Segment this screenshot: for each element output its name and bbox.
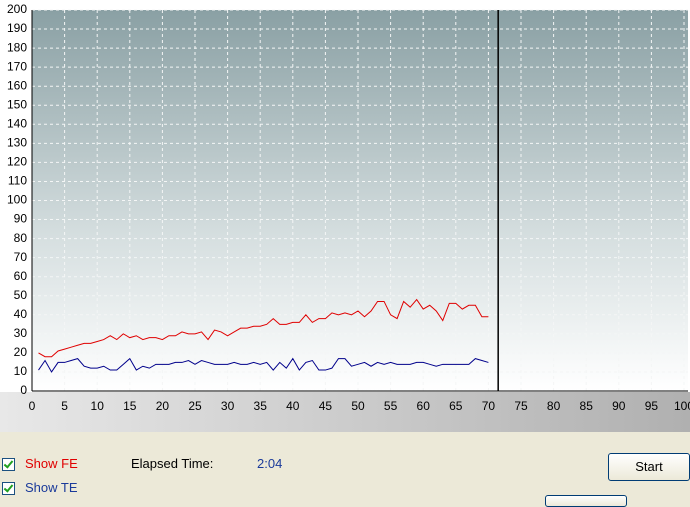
y-tick-label: 100	[7, 193, 27, 207]
start-button[interactable]: Start	[608, 453, 690, 481]
y-tick-label: 50	[14, 288, 28, 302]
y-tick-label: 120	[7, 155, 27, 169]
y-tick-label: 140	[7, 116, 27, 130]
y-tick-label: 40	[14, 307, 28, 321]
show-te-label[interactable]: Show TE	[25, 480, 78, 495]
x-tick-label: 30	[221, 399, 235, 413]
y-tick-label: 170	[7, 59, 27, 73]
y-tick-label: 20	[14, 345, 28, 359]
x-tick-label: 75	[514, 399, 528, 413]
show-fe-label[interactable]: Show FE	[25, 456, 78, 471]
y-tick-label: 180	[7, 40, 27, 54]
y-tick-label: 110	[8, 174, 27, 188]
checkbox-te[interactable]	[2, 482, 15, 495]
series-line	[38, 298, 489, 358]
x-tick-label: 60	[417, 399, 431, 413]
y-tick-label: 0	[20, 383, 27, 397]
checkbox-fe[interactable]	[2, 458, 15, 471]
x-tick-label: 40	[286, 399, 300, 413]
elapsed-value: 2:04	[257, 456, 283, 471]
y-tick-label: 70	[14, 250, 28, 264]
x-tick-label: 55	[384, 399, 398, 413]
x-tick-label: 20	[156, 399, 170, 413]
y-tick-label: 80	[14, 231, 28, 245]
x-tick-label: 95	[645, 399, 659, 413]
x-tick-label: 15	[123, 399, 137, 413]
x-tick-label: 45	[319, 399, 333, 413]
elapsed-label: Elapsed Time:	[131, 456, 214, 471]
x-tick-label: 5	[61, 399, 68, 413]
x-tick-label: 80	[547, 399, 561, 413]
series-line	[38, 357, 489, 373]
y-tick-label: 30	[14, 326, 28, 340]
control-panel: Show FE Elapsed Time: 2:04 Show TE Start	[0, 432, 690, 507]
x-tick-label: 0	[29, 399, 36, 413]
axis-band	[0, 392, 690, 432]
x-tick-label: 70	[482, 399, 496, 413]
y-tick-label: 90	[14, 212, 28, 226]
y-tick-label: 130	[7, 136, 27, 150]
y-tick-label: 160	[7, 78, 27, 92]
x-tick-label: 35	[254, 399, 268, 413]
y-tick-label: 10	[14, 364, 28, 378]
y-tick-label: 60	[14, 269, 28, 283]
x-tick-label: 100	[674, 399, 690, 413]
x-tick-label: 90	[612, 399, 626, 413]
x-tick-label: 85	[580, 399, 594, 413]
y-tick-label: 190	[7, 21, 27, 35]
chart: 0102030405060708090100110120130140150160…	[0, 0, 690, 432]
button-edge[interactable]	[545, 495, 627, 507]
x-tick-label: 65	[449, 399, 463, 413]
y-tick-label: 150	[7, 97, 27, 111]
y-tick-label: 200	[7, 2, 27, 16]
x-tick-label: 25	[188, 399, 202, 413]
x-tick-label: 50	[351, 399, 365, 413]
x-tick-label: 10	[91, 399, 105, 413]
